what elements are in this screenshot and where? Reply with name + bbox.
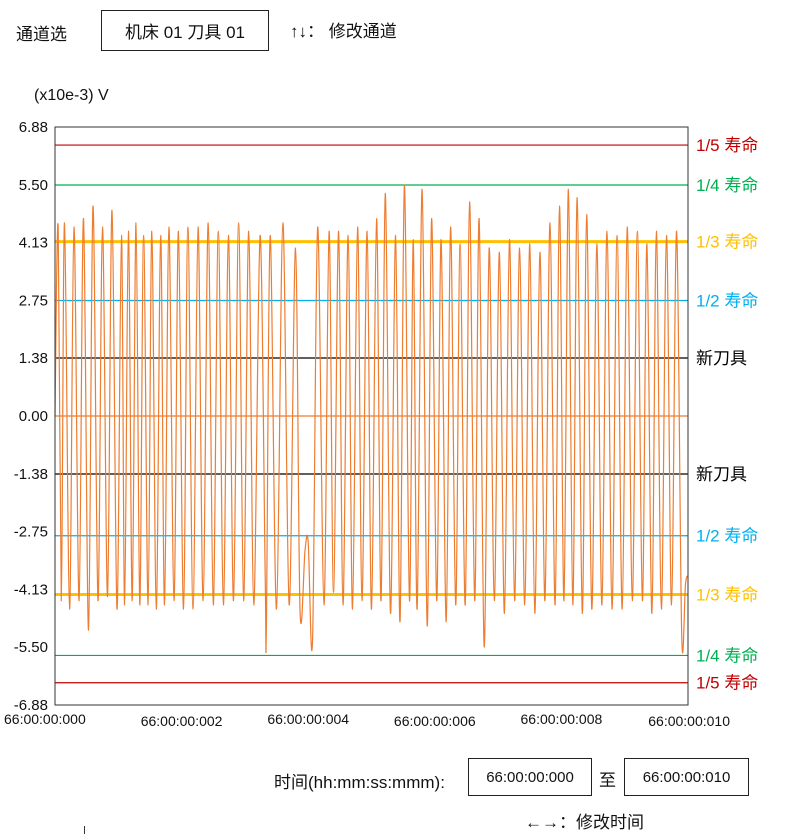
reference-label: 1/3 寿命	[696, 233, 758, 252]
channel-select-box[interactable]: 机床 01 刀具 01	[101, 10, 269, 51]
reference-label: 新刀具	[696, 465, 747, 484]
reference-label: 1/2 寿命	[696, 527, 758, 546]
channel-select-label: 通道选	[16, 25, 67, 44]
reference-label: 1/2 寿命	[696, 291, 758, 310]
x-tick-label: 66:00:00:000	[4, 711, 86, 727]
y-tick-label: -6.88	[14, 697, 48, 714]
to-label: 至	[599, 771, 616, 790]
end-time-value: 66:00:00:010	[642, 768, 731, 786]
time-hint: ←→：修改时间	[525, 813, 644, 832]
signal-series	[54, 184, 689, 654]
reference-label: 1/5 寿命	[696, 674, 758, 693]
channel-select-value: 机床 01 刀具 01	[125, 23, 245, 42]
x-tick-label: 66:00:00:004	[267, 711, 349, 727]
y-tick-label: 6.88	[19, 119, 48, 136]
x-tick-label: 66:00:00:010	[648, 713, 730, 729]
start-time-value: 66:00:00:000	[486, 768, 574, 786]
start-time-box[interactable]: 66:00:00:000	[468, 758, 592, 796]
reference-label: 1/3 寿命	[696, 586, 758, 605]
y-axis-label: (x10e-3) V	[34, 87, 109, 104]
plot-frame	[54, 126, 689, 706]
y-tick-label: 1.38	[19, 350, 48, 367]
y-tick-label: 5.50	[19, 177, 48, 194]
y-tick-label: -4.13	[14, 581, 48, 598]
reference-label: 新刀具	[696, 349, 747, 368]
y-tick-label: 4.13	[19, 235, 48, 252]
y-tick-label: -1.38	[14, 466, 48, 483]
time-range-label: 时间(hh:mm:ss:mmm):	[274, 773, 445, 792]
reference-label: 1/4 寿命	[696, 176, 758, 195]
y-tick-label: 0.00	[19, 408, 48, 425]
reference-label: 1/4 寿命	[696, 646, 758, 665]
channel-hint: ↑↓： 修改通道	[290, 22, 397, 41]
y-tick-label: -2.75	[14, 524, 48, 541]
y-tick-labels: 6.88 5.50 4.13 2.75 1.38 0.00 -1.38 -2.75 -4.13 -…	[14, 119, 48, 714]
waveform-chart: (x10e-3) V 1/5 寿命1/4 寿命1/3 寿命1/2 寿命新刀具新刀…	[4, 87, 758, 729]
x-tick-labels: 66:00:00:000 66:00:00:002 66:00:00:004 66:0…	[4, 711, 730, 729]
y-tick-label: 2.75	[19, 292, 48, 309]
cursor-mark	[84, 826, 85, 834]
end-time-box[interactable]: 66:00:00:010	[624, 758, 749, 796]
y-tick-label: -5.50	[14, 639, 48, 656]
reference-label: 1/5 寿命	[696, 136, 758, 155]
signal-line	[54, 184, 689, 654]
x-tick-label: 66:00:00:006	[394, 713, 476, 729]
x-tick-label: 66:00:00:008	[521, 711, 603, 727]
x-tick-label: 66:00:00:002	[141, 713, 223, 729]
